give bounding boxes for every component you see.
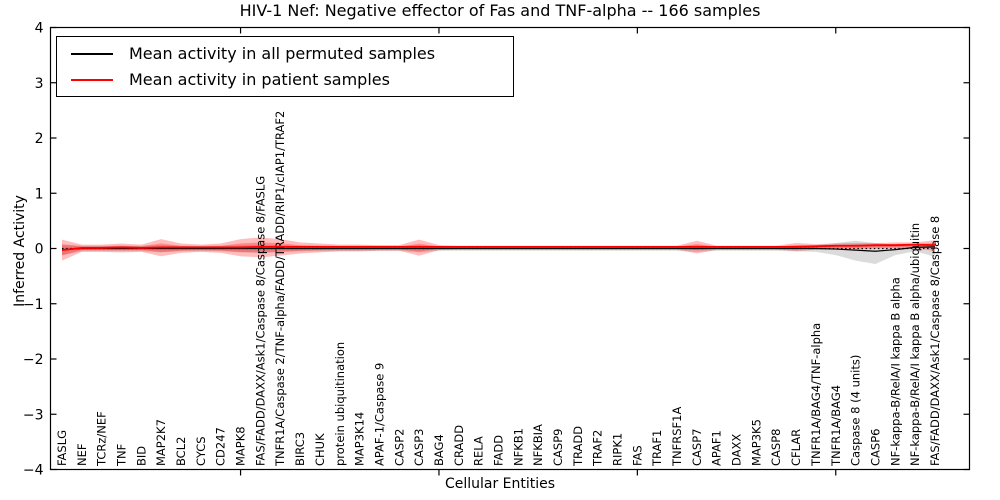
mean-line bbox=[61, 246, 935, 252]
category-label: CASP8 bbox=[769, 429, 783, 466]
category-label: NFKBIA bbox=[531, 424, 545, 466]
category-label: APAF1 bbox=[710, 430, 724, 466]
category-label: CASP2 bbox=[392, 429, 406, 466]
category-label: CASP6 bbox=[868, 429, 882, 466]
y-tick-label: −3 bbox=[23, 407, 44, 423]
category-label: CFLAR bbox=[789, 429, 803, 466]
category-label: TNFR1A/Caspase 2/TNF-alpha/FADD/TRADD/RI… bbox=[273, 111, 287, 467]
band-inner bbox=[62, 242, 935, 256]
category-label: MAPK8 bbox=[234, 426, 248, 466]
category-label: BCL2 bbox=[174, 437, 188, 466]
category-label: CASP3 bbox=[412, 429, 426, 466]
y-tick-label: −2 bbox=[23, 352, 44, 368]
category-label: APAF-1/Caspase 9 bbox=[372, 363, 386, 466]
category-label: TNFR1A/BAG4/TNF-alpha bbox=[809, 323, 823, 467]
category-label: FADD bbox=[491, 435, 505, 466]
patient-line-swatch bbox=[71, 78, 113, 81]
y-tick-label: −1 bbox=[23, 297, 44, 313]
category-label: CASP7 bbox=[690, 429, 704, 466]
category-label: protein ubiquitination bbox=[333, 342, 347, 466]
category-label: CHUK bbox=[313, 433, 327, 466]
legend-label-permuted: Mean activity in all permuted samples bbox=[129, 44, 436, 63]
category-label: RIPK1 bbox=[611, 433, 625, 466]
y-tick-label: 0 bbox=[35, 242, 44, 258]
legend-label-patient: Mean activity in patient samples bbox=[129, 70, 390, 89]
category-label: NF-kappa-B/RelA/I kappa B alpha/ubiquiti… bbox=[908, 223, 922, 466]
category-label: MAP3K14 bbox=[353, 412, 367, 466]
category-label: TNFRSF1A bbox=[670, 407, 684, 467]
category-label: BIRC3 bbox=[293, 432, 307, 466]
y-tick-label: 1 bbox=[35, 186, 44, 202]
y-tick-label: 2 bbox=[35, 131, 44, 147]
legend-item-permuted: Mean activity in all permuted samples bbox=[57, 44, 513, 63]
category-label: DAXX bbox=[730, 434, 744, 466]
category-label: NEF bbox=[75, 444, 89, 466]
category-label: TRAF2 bbox=[591, 430, 605, 467]
category-label: Caspase 8 (4 units) bbox=[849, 355, 863, 466]
category-label: TNF bbox=[115, 444, 129, 467]
category-label: TRAF1 bbox=[650, 430, 664, 467]
legend: Mean activity in all permuted samples Me… bbox=[56, 36, 514, 97]
legend-item-patient: Mean activity in patient samples bbox=[57, 70, 513, 89]
y-tick-label: 4 bbox=[35, 21, 44, 37]
category-label: CASP9 bbox=[551, 429, 565, 466]
category-label: MAP2K7 bbox=[154, 419, 168, 466]
category-label: BID bbox=[134, 446, 148, 466]
category-label: TNFR1A/BAG4 bbox=[829, 385, 843, 467]
category-label: BAG4 bbox=[432, 434, 446, 466]
permuted-line-swatch bbox=[71, 52, 113, 55]
chart-title: HIV-1 Nef: Negative effector of Fas and … bbox=[239, 1, 761, 20]
category-label: NF-kappa-B/RelA/I kappa B alpha bbox=[888, 277, 902, 466]
category-label: MAP3K5 bbox=[749, 419, 763, 466]
category-label: FASLG bbox=[55, 430, 69, 466]
y-tick-label: −4 bbox=[23, 463, 44, 479]
category-label: RELA bbox=[472, 436, 486, 466]
y-tick-label: 3 bbox=[35, 76, 44, 92]
category-label: FAS bbox=[630, 445, 644, 466]
x-axis-label: Cellular Entities bbox=[444, 476, 556, 492]
category-label: CYCS bbox=[194, 436, 208, 466]
category-label: FAS/FADD/DAXX/Ask1/Caspase 8/Caspase 8/F… bbox=[253, 176, 267, 466]
y-axis-label: Inferred Activity bbox=[12, 195, 28, 307]
category-label: CRADD bbox=[452, 425, 466, 466]
category-label: FAS/FADD/DAXX/Ask1/Caspase 8/Caspase 8 bbox=[928, 216, 942, 466]
category-label: TRADD bbox=[571, 426, 585, 467]
category-label: NFKB1 bbox=[511, 428, 525, 466]
mean-line bbox=[61, 243, 935, 252]
category-label: CD247 bbox=[214, 427, 228, 466]
category-label: TCRz/NEF bbox=[95, 411, 109, 467]
